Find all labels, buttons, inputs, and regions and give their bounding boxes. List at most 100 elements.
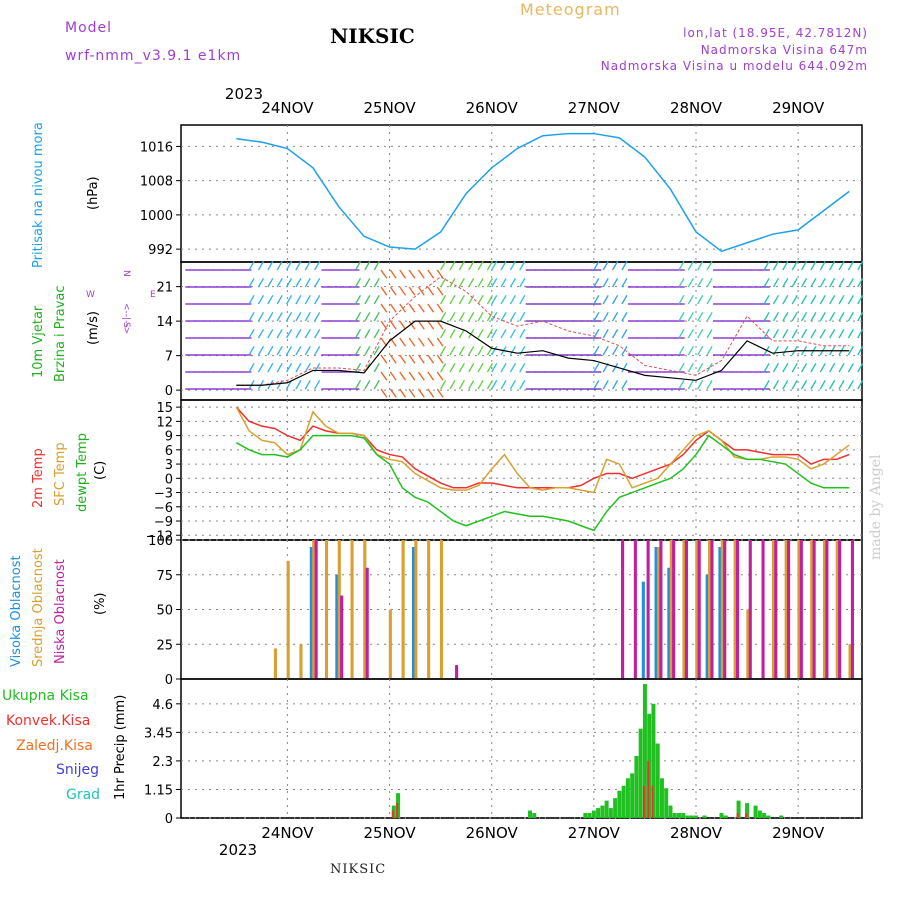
precip-total-bar [664,788,669,818]
wind-barb [829,278,836,288]
top-year-label: 2023 [225,85,263,103]
y-tick-label: 4.6 [152,698,173,713]
top-day-label: 28NOV [670,99,723,117]
wind-barb [509,363,516,373]
station-elevation: Nadmorska Visina 647m [700,43,868,57]
precip-total-bar [719,813,724,818]
y-tick-label: 3 [165,458,173,473]
wind-barb [417,269,425,279]
wind-barb [389,320,397,330]
wind-barb [819,261,826,271]
wind-barb [621,261,628,271]
wind-barb [354,278,362,288]
precip-total-bar [621,785,626,818]
wind-title-2: Brzina i Pravac [53,285,68,382]
footer-station: NIKSIC [330,862,387,877]
wind-barb [427,320,435,330]
wind-barb [500,363,507,373]
y-tick-label: 0 [165,673,173,688]
wind-barb [800,380,808,390]
precip-total-bar [600,805,605,818]
y-tick-label: 1000 [140,209,173,224]
wind-barb [449,363,456,373]
wind-barb [276,278,283,288]
y-tick-label: 6 [165,444,173,459]
precip-total-bar [762,813,767,818]
wind-barb [612,363,619,373]
wind-barb [829,261,836,271]
wind-barb [399,354,407,364]
pressure-line [236,132,850,253]
wind-barb [697,261,704,271]
wind-barb [500,329,507,339]
y-tick-label: 2.3 [152,755,173,770]
wind-barb [697,380,704,390]
wind-barb [706,312,713,322]
wind-barb [427,371,435,381]
precip-convective-bar [745,813,748,818]
y-tick-label: 50 [156,604,173,619]
precip-total-bar [528,810,533,818]
y-tick-label: −9 [154,515,173,530]
precip-total-bar [753,805,758,818]
wind-barb [782,295,789,305]
wind-barb [819,295,826,305]
wind-barb [810,380,817,390]
wind-barb [364,329,371,339]
wind-barb [477,380,484,390]
wind-barb [800,261,808,271]
wind-barb [285,278,293,288]
precip-convective-bar [642,785,645,818]
wind-barb [373,380,380,390]
precip-convective-bar [391,810,394,818]
wind-barb [819,363,826,373]
wind-barb [364,278,371,288]
model-label: Model [65,20,113,36]
wind-barb [706,363,713,373]
wind-barb [602,261,609,271]
wind-barb [257,346,265,356]
precip-total-bar [651,703,656,818]
bottom-day-label: 25NOV [363,824,416,842]
wind-barb [500,295,507,305]
wind-barb [763,261,770,271]
wind-barb [458,363,465,373]
wind-barb [519,329,526,339]
wind-barb [810,312,817,322]
wind-barb [373,295,380,305]
wind-barb [427,269,435,279]
wind-barb [621,329,628,339]
wind-barb [491,329,498,339]
wind-barb [389,388,397,398]
wind-barb [678,278,685,288]
wind-barb [612,295,619,305]
wind-barb [791,312,798,322]
legend-freezing-rain: Zaledj.Kisa [16,738,93,754]
wind-barb [838,278,845,288]
wind-barb [687,261,694,271]
wind-barb [314,329,321,339]
precip-total-bar [642,683,647,818]
wind-barb [417,371,425,381]
wind-barb [373,312,380,322]
wind-barb [276,346,283,356]
wind-barb [593,312,600,322]
wind-barb [593,380,600,390]
wind-barb [304,363,311,373]
wind-barb [436,354,444,364]
wind-barb [285,363,293,373]
y-tick-label: −3 [154,487,173,502]
wind-barb [417,354,425,364]
wind-barb [612,278,619,288]
wind-barb [782,278,789,288]
precip-total-bar [694,815,699,818]
wind-barb [295,278,302,288]
wind-barb [458,329,465,339]
wind-barb [706,380,713,390]
wind-barb [800,329,808,339]
legend-hail: Grad [66,787,100,803]
wind-barb [800,312,808,322]
legend-total-rain: Ukupna Kisa [2,688,89,704]
wind-barb [810,363,817,373]
wind-barb [486,312,494,322]
